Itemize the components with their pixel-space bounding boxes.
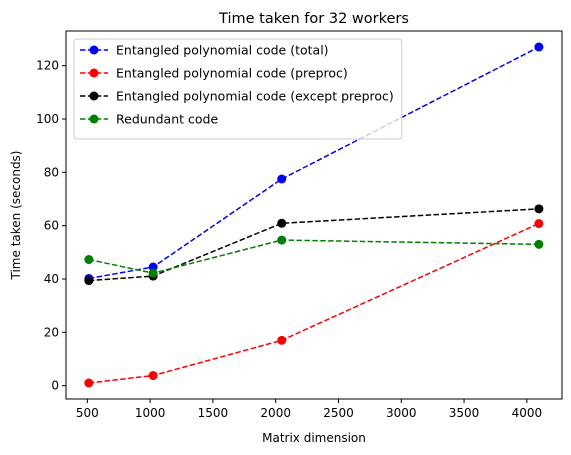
x-tick-label-6: 3500 (449, 406, 480, 420)
data-point-0-2 (277, 174, 287, 184)
data-point-1-0 (84, 378, 94, 388)
chart-title: Time taken for 32 workers (218, 11, 409, 27)
x-tick-label-0: 500 (76, 406, 99, 420)
series-line-3 (88, 239, 539, 274)
legend-item-3: Redundant code (80, 112, 218, 127)
legend-box (73, 38, 403, 140)
x-axis: 500 1000 1500 2000 2500 3000 3500 4000 (76, 399, 542, 420)
x-tick-label-5: 3000 (386, 406, 417, 420)
series-line-0 (88, 46, 540, 280)
legend-marker-1 (89, 68, 99, 78)
data-point-0-3 (534, 42, 544, 52)
series-line-1 (88, 222, 540, 384)
x-axis-label: Matrix dimension (262, 431, 366, 445)
data-point-1-3 (534, 219, 544, 229)
legend-label-1: Entangled polynomial code (preproc) (116, 66, 348, 81)
y-axis-label: Time taken (seconds) (9, 151, 23, 281)
legend-label-3: Redundant code (116, 112, 218, 127)
data-point-2-0 (84, 276, 94, 286)
x-tick-label-1: 1000 (135, 406, 166, 420)
data-point-3-3 (534, 239, 544, 249)
data-point-2-3 (534, 204, 544, 214)
data-point-3-1 (148, 268, 158, 278)
data-point-2-2 (277, 218, 287, 228)
x-tick-label-4: 2500 (323, 406, 354, 420)
y-tick-label-4: 80 (44, 165, 59, 179)
data-point-1-2 (277, 335, 287, 345)
y-axis: 0 20 40 60 80 100 120 (36, 59, 66, 393)
data-point-3-0 (84, 255, 94, 265)
y-tick-label-1: 20 (44, 325, 59, 339)
legend-item-2: Entangled polynomial code (except prepro… (80, 89, 394, 104)
legend-item-0: Entangled polynomial code (total) (80, 43, 329, 58)
y-tick-label-5: 100 (36, 112, 59, 126)
y-tick-label-3: 60 (44, 219, 59, 233)
legend-label-2: Entangled polynomial code (except prepro… (116, 89, 394, 104)
legend-item-1: Entangled polynomial code (preproc) (80, 66, 348, 81)
y-tick-label-2: 40 (44, 272, 59, 286)
x-tick-label-2: 1500 (198, 406, 229, 420)
data-point-1-1 (148, 371, 158, 381)
series-3 (84, 235, 544, 278)
legend-marker-0 (89, 45, 99, 55)
legend-label-0: Entangled polynomial code (total) (116, 43, 329, 58)
data-point-3-2 (277, 235, 287, 245)
legend-marker-3 (89, 114, 99, 124)
x-tick-label-7: 4000 (512, 406, 543, 420)
legend-marker-2 (89, 91, 99, 101)
legend: Entangled polynomial code (total) Entangl… (73, 38, 403, 140)
plot-area (84, 42, 544, 388)
series-1 (84, 219, 544, 388)
y-tick-label-6: 120 (36, 59, 59, 73)
y-tick-label-0: 0 (51, 379, 59, 393)
plot-frame (65, 30, 563, 400)
x-tick-label-3: 2000 (260, 406, 291, 420)
series-line-2 (88, 208, 539, 282)
